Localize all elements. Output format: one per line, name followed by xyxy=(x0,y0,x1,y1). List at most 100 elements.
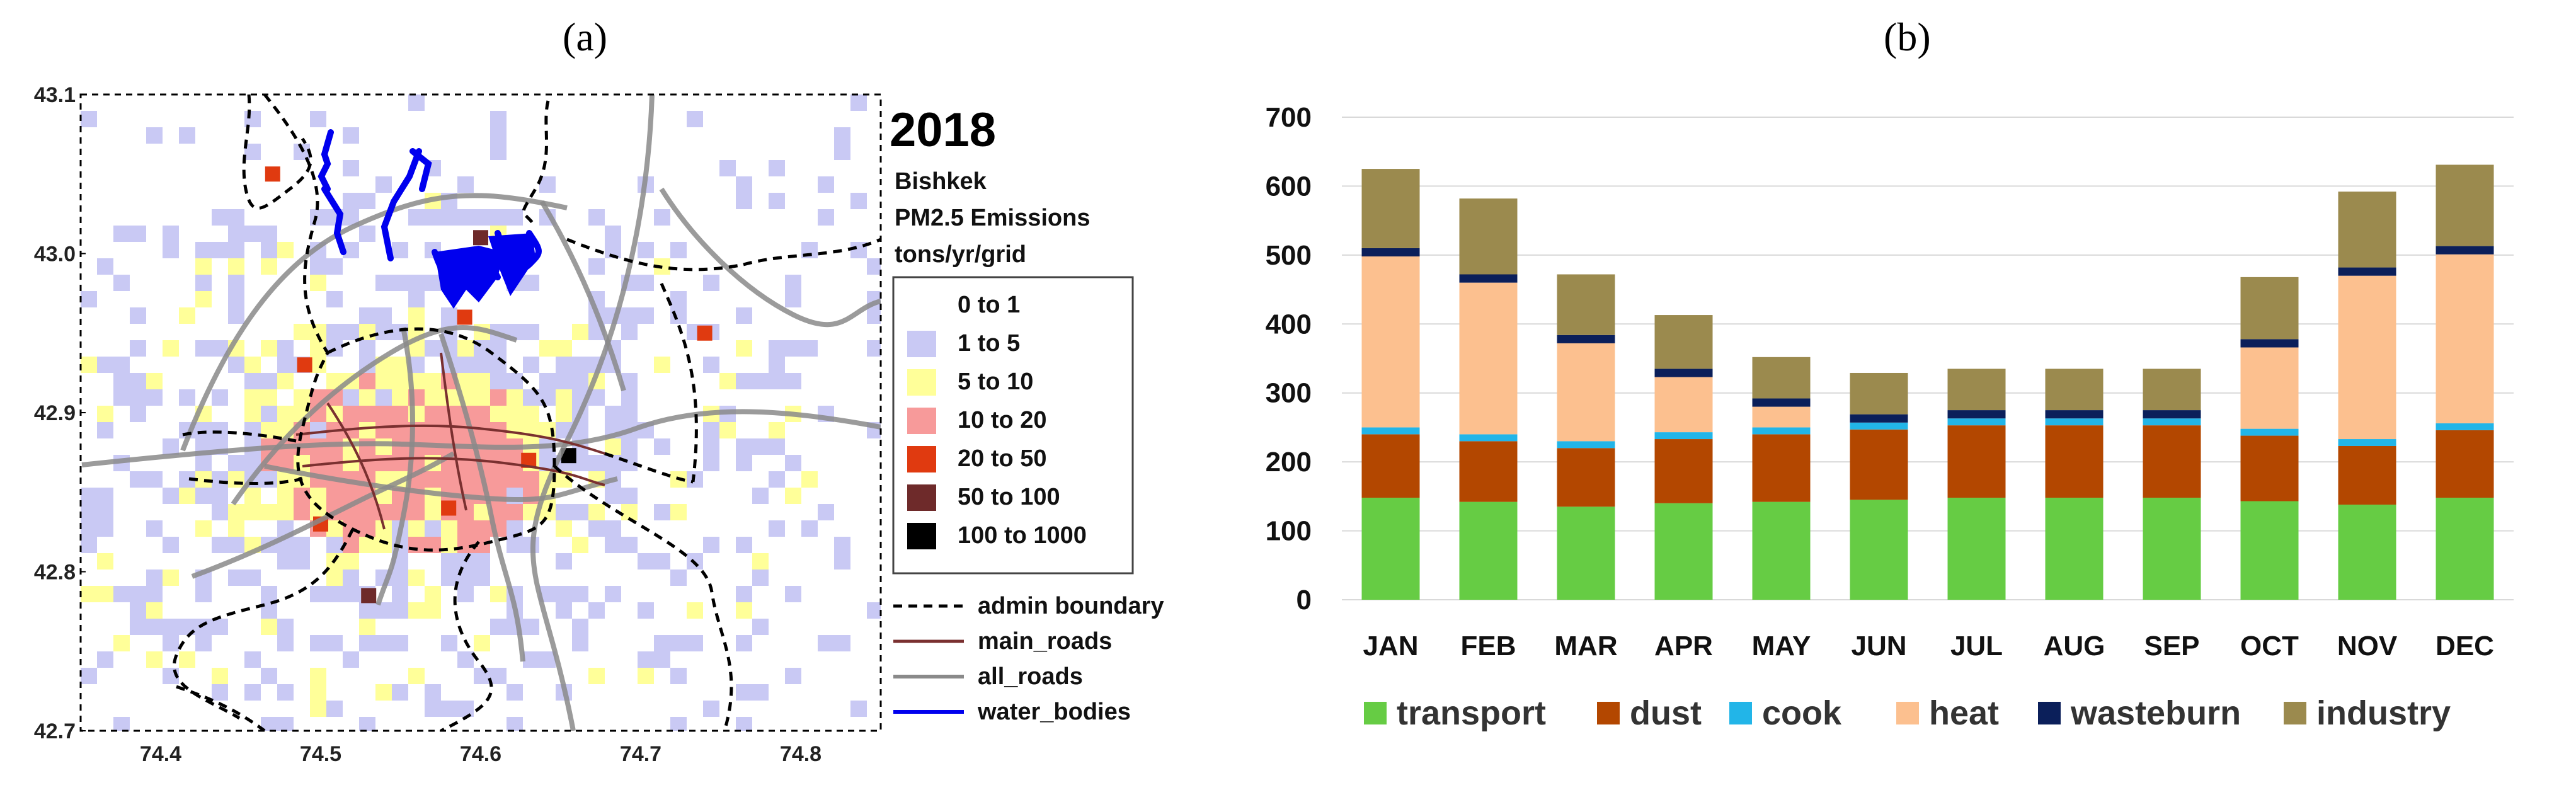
emission-cell xyxy=(785,373,801,389)
emission-cell xyxy=(130,602,146,619)
emission-cell xyxy=(785,586,801,602)
emission-cell xyxy=(867,307,881,324)
bar-segment-transport xyxy=(1459,501,1518,600)
emission-cell xyxy=(326,635,343,651)
emission-cell xyxy=(97,357,113,373)
emission-cell xyxy=(244,389,261,406)
emission-cell xyxy=(670,635,687,651)
bar-segment-cook xyxy=(1654,432,1713,440)
bar-segment-dust xyxy=(2143,425,2201,498)
emission-cell xyxy=(195,275,212,291)
map-subtitle-line: tons/yr/grid xyxy=(895,241,1026,268)
emission-cell xyxy=(212,504,228,520)
emission-cell xyxy=(474,357,490,373)
admin-boundary xyxy=(566,238,744,272)
emission-cell xyxy=(244,111,261,127)
emission-cell xyxy=(146,651,163,668)
emission-cell xyxy=(605,537,621,553)
emission-cell xyxy=(228,291,244,307)
bin-swatch xyxy=(907,484,936,511)
bar-segment-wasteburn xyxy=(2436,246,2494,255)
panel-label-a: (a) xyxy=(563,14,608,59)
bar-segment-wasteburn xyxy=(2045,410,2104,419)
bar-segment-heat xyxy=(2338,275,2396,440)
emission-cell xyxy=(130,586,146,602)
map-y-tick-label: 42.8 xyxy=(34,561,76,585)
emission-cell xyxy=(474,373,490,389)
emission-cell xyxy=(113,389,130,406)
emission-cell xyxy=(638,602,654,619)
emission-cell xyxy=(572,324,588,340)
emission-cell xyxy=(736,635,752,651)
emission-cell xyxy=(670,668,687,684)
emission-cell xyxy=(425,684,441,701)
emission-cell xyxy=(130,619,146,635)
emission-cell xyxy=(474,209,490,226)
emission-cell xyxy=(654,209,670,226)
bin-swatch xyxy=(907,446,936,472)
emission-cell xyxy=(441,701,457,717)
bar-segment-dust xyxy=(1947,425,2006,498)
legend-swatch-heat xyxy=(1896,702,1919,724)
bar-x-tick-label: SEP xyxy=(2144,631,2199,661)
bar-segment-wasteburn xyxy=(1459,274,1518,283)
bar-segment-cook xyxy=(1557,441,1615,449)
emission-cell xyxy=(375,684,392,701)
emission-cell xyxy=(425,701,441,717)
emission-cell xyxy=(97,553,113,570)
emission-cell xyxy=(392,684,408,701)
emission-cell xyxy=(359,422,375,438)
emission-cell xyxy=(834,553,850,570)
emission-cell xyxy=(375,389,392,406)
emission-cell xyxy=(556,389,572,406)
emission-cell xyxy=(359,389,375,406)
line-legend-label: all_roads xyxy=(978,663,1083,690)
emission-cell xyxy=(801,520,818,537)
bar-segment-industry xyxy=(1557,274,1615,335)
emission-cell xyxy=(736,176,752,193)
emission-cell xyxy=(359,193,375,209)
emission-cell xyxy=(507,504,523,520)
bar-segment-transport xyxy=(2436,498,2494,600)
bar-y-tick-label: 500 xyxy=(1266,240,1312,271)
all-road xyxy=(191,451,455,579)
emission-cell xyxy=(261,471,277,488)
emission-cell xyxy=(425,389,441,406)
emission-cell xyxy=(588,668,605,684)
emission-cell xyxy=(441,553,457,570)
emission-cell xyxy=(638,651,654,668)
emission-cell xyxy=(392,602,408,619)
all-road xyxy=(659,187,881,328)
emission-cell xyxy=(556,520,572,537)
emission-cell xyxy=(228,258,244,275)
emission-cell xyxy=(212,684,228,701)
bar-y-tick-label: 100 xyxy=(1266,516,1312,547)
emission-cell xyxy=(507,389,523,406)
emission-cell xyxy=(769,520,785,537)
emission-cell xyxy=(670,504,687,520)
emission-cell xyxy=(343,406,359,422)
emission-cell xyxy=(130,389,146,406)
emission-cell xyxy=(490,111,507,127)
line-legend-label: admin boundary xyxy=(978,593,1164,619)
emission-cell xyxy=(146,602,163,619)
emission-cell xyxy=(523,651,539,668)
emission-cell xyxy=(523,619,539,635)
emission-cell xyxy=(719,373,736,389)
emission-cell xyxy=(507,684,523,701)
bar-y-tick-label: 600 xyxy=(1266,171,1312,202)
emission-cell xyxy=(375,537,392,553)
bar-segment-transport xyxy=(2143,498,2201,600)
bar-segment-dust xyxy=(1361,434,1420,498)
all-road xyxy=(375,327,415,606)
emission-cell xyxy=(490,373,507,389)
legend-label-industry: industry xyxy=(2316,694,2451,732)
emission-cell xyxy=(212,422,228,438)
bar-segment-cook xyxy=(1752,427,1811,435)
emission-cell xyxy=(801,340,818,357)
panel-label-b: (b) xyxy=(1884,14,1931,59)
emission-cell xyxy=(277,242,294,258)
emission-cell xyxy=(163,226,179,242)
emission-cell xyxy=(343,193,359,209)
emission-cell xyxy=(113,586,130,602)
